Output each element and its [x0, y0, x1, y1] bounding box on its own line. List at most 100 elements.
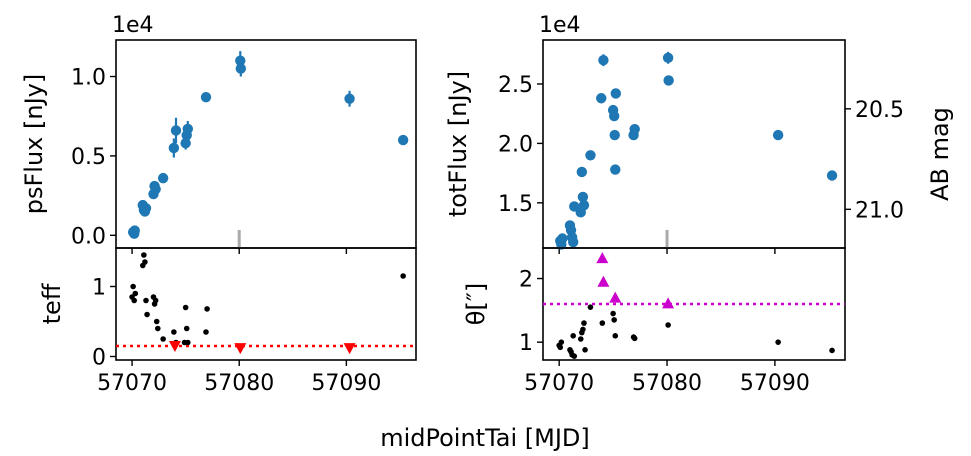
data-point	[826, 170, 838, 181]
data-point	[200, 91, 212, 103]
axes-frame	[115, 39, 417, 249]
data-point	[568, 236, 579, 248]
data-point	[608, 110, 620, 122]
y-tick-label: 0	[92, 346, 106, 371]
data-point	[665, 322, 671, 328]
data-point	[160, 336, 166, 342]
upper-limit-marker	[168, 341, 181, 352]
data-point	[775, 339, 781, 345]
data-point	[182, 304, 189, 311]
data-point	[130, 283, 136, 290]
data-point	[585, 150, 596, 161]
data-point	[829, 347, 835, 354]
data-point	[629, 123, 640, 135]
flag-marker	[597, 275, 610, 287]
y-tick-label: 1.0	[71, 66, 106, 91]
y-tick-label: 2.0	[498, 132, 533, 157]
data-point	[152, 297, 159, 304]
data-point	[182, 123, 193, 135]
data-point	[596, 93, 607, 104]
teff-panel: 0 1 57070 57080 57090 teff	[38, 247, 417, 396]
data-point	[557, 344, 564, 351]
axes-frame	[115, 247, 417, 361]
data-point	[609, 129, 620, 141]
flag-marker	[609, 291, 622, 303]
x-tick-label: 57070	[524, 371, 594, 396]
offset-text: 1e4	[112, 13, 154, 38]
upper-limit-marker	[343, 343, 356, 355]
data-point	[235, 63, 247, 74]
data-point	[184, 339, 191, 346]
y-axis-label: totFlux [nJy]	[444, 71, 472, 217]
flag-marker	[596, 252, 609, 264]
data-point	[168, 142, 180, 154]
data-point	[610, 310, 616, 317]
data-point	[772, 129, 784, 141]
data-point	[581, 320, 587, 326]
x-tick-label: 57070	[97, 371, 167, 396]
data-point	[578, 200, 590, 211]
y-axis-label: θ[″]	[462, 283, 490, 325]
secondary-y-tick-label: 21.0	[855, 198, 904, 223]
upper-limit-marker	[234, 343, 247, 355]
data-point	[204, 306, 210, 312]
data-point	[143, 297, 149, 304]
x-tick-label: 57090	[311, 371, 381, 396]
data-point	[131, 297, 138, 304]
data-point	[558, 339, 565, 345]
axes-frame	[542, 39, 846, 249]
secondary-y-axis-label: AB mag	[926, 107, 954, 201]
data-point	[171, 329, 177, 335]
data-point	[571, 353, 578, 359]
data-point	[577, 336, 584, 342]
secondary-y-tick-label: 20.5	[855, 98, 904, 123]
data-point	[170, 125, 182, 136]
data-point	[599, 320, 606, 326]
data-point	[140, 203, 152, 214]
offset-text: 1e4	[539, 13, 581, 38]
y-tick-label: 1	[92, 276, 106, 301]
data-point	[183, 325, 190, 332]
data-point	[157, 172, 169, 184]
data-point	[132, 290, 139, 297]
data-point	[570, 333, 576, 339]
axes-frame	[542, 247, 846, 361]
data-point	[180, 138, 191, 149]
y-axis-label: psFlux [nJy]	[20, 74, 48, 214]
data-point	[587, 304, 594, 310]
data-point	[557, 233, 568, 244]
data-point	[203, 329, 209, 335]
data-point	[610, 88, 622, 99]
y-tick-label: 1.5	[498, 192, 533, 217]
data-point	[577, 191, 589, 203]
totflux-panel: 1.5 2.0 2.5 1e4 totFlux [nJy] 20.5 21.0 AB mag	[444, 13, 954, 254]
data-point	[150, 184, 161, 195]
data-point	[142, 259, 148, 265]
x-tick-label: 57080	[632, 371, 702, 396]
data-point	[582, 347, 588, 353]
x-tick-label: 57090	[740, 371, 810, 396]
data-point	[153, 318, 160, 325]
flag-marker	[662, 297, 675, 309]
y-tick-label: 1	[519, 331, 533, 356]
data-point	[610, 164, 621, 175]
data-point	[141, 252, 147, 258]
data-point	[397, 134, 409, 146]
data-point	[400, 273, 406, 279]
data-point	[576, 166, 588, 178]
y-tick-label: 2	[519, 268, 533, 293]
data-point	[612, 333, 619, 339]
theta-panel: 1 2 57070 57080 57090 θ[″]	[462, 247, 846, 396]
y-tick-label: 2.5	[498, 73, 533, 98]
x-tick-label: 57080	[204, 371, 274, 396]
y-tick-label: 0.5	[71, 145, 106, 170]
y-tick-label: 0.0	[71, 224, 106, 249]
data-point	[129, 225, 140, 236]
data-point	[344, 93, 355, 104]
data-point	[631, 335, 638, 342]
data-point	[598, 55, 609, 66]
data-point	[154, 325, 161, 332]
y-axis-label: teff	[38, 283, 66, 324]
data-point	[663, 75, 674, 86]
